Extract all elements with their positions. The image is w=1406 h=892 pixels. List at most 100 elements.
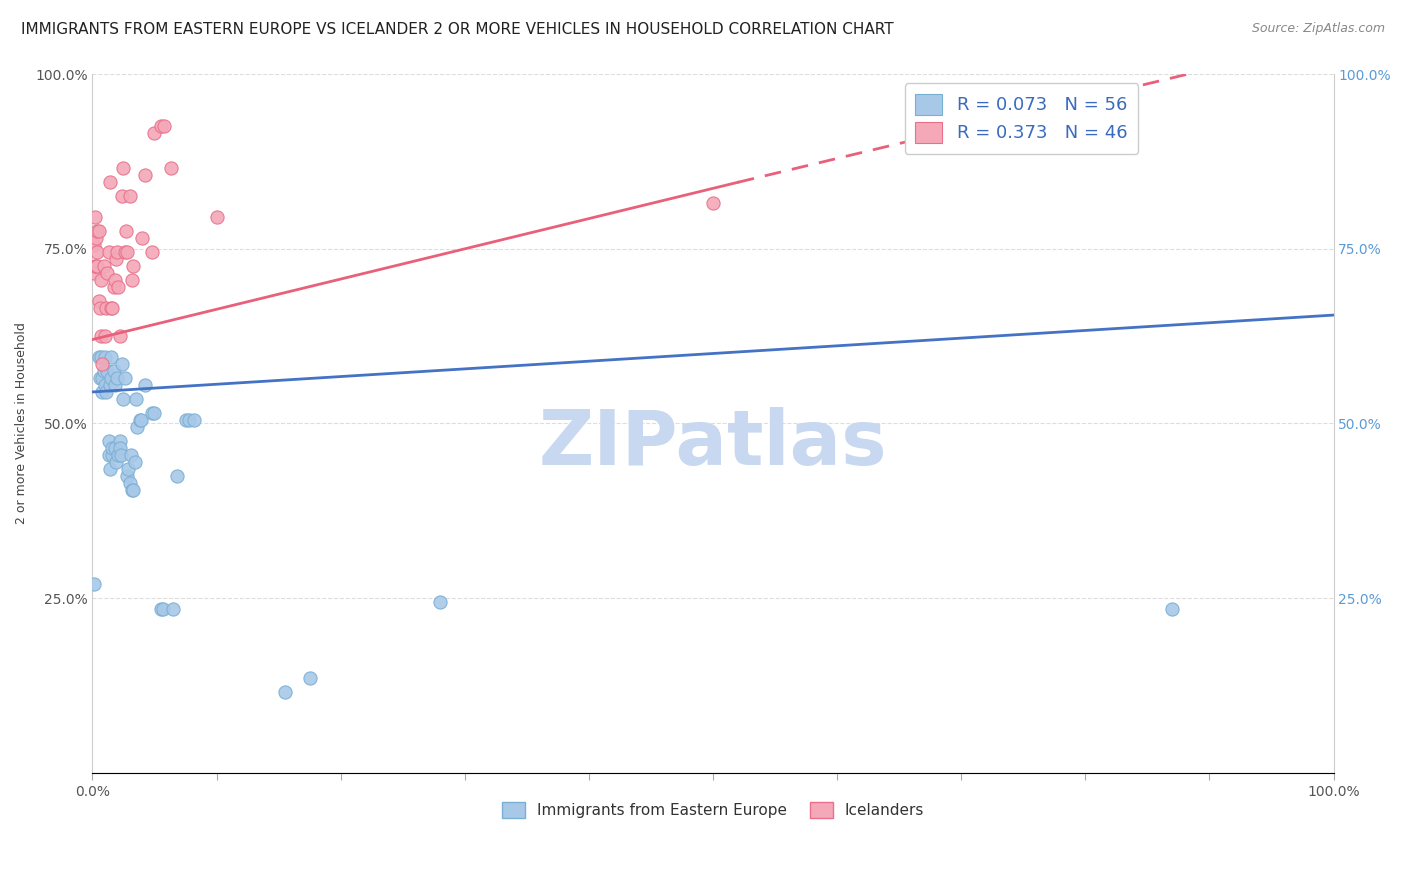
Point [90, 329, 112, 343]
Point [108, 329, 131, 343]
Point [108, 434, 131, 448]
Point [129, 413, 152, 427]
Point [104, 441, 127, 455]
Point [94, 384, 117, 399]
Point [134, 378, 156, 392]
Point [112, 392, 135, 406]
Point [166, 468, 188, 483]
Point [152, 601, 174, 615]
Point [93, 364, 115, 378]
Point [87, 350, 110, 364]
Point [114, 371, 136, 385]
Legend: Immigrants from Eastern Europe, Icelanders: Immigrants from Eastern Europe, Icelande… [495, 797, 931, 824]
Point [94, 329, 117, 343]
Point [98, 462, 121, 476]
Point [103, 364, 125, 378]
Point [101, 301, 124, 315]
Point [179, 413, 201, 427]
Point [111, 357, 134, 371]
Point [298, 672, 321, 686]
Point [274, 685, 297, 699]
Point [112, 161, 135, 176]
Point [153, 120, 176, 134]
Point [159, 161, 181, 176]
Point [110, 448, 132, 462]
Point [101, 441, 124, 455]
Point [84, 259, 107, 273]
Point [98, 378, 121, 392]
Point [98, 175, 121, 189]
Point [91, 384, 114, 399]
Point [91, 357, 114, 371]
Point [83, 266, 105, 280]
Point [120, 448, 142, 462]
Point [86, 259, 108, 273]
Point [149, 601, 172, 615]
Point [101, 448, 124, 462]
Point [1161, 601, 1184, 615]
Point [127, 420, 149, 434]
Text: IMMIGRANTS FROM EASTERN EUROPE VS ICELANDER 2 OR MORE VEHICLES IN HOUSEHOLD CORR: IMMIGRANTS FROM EASTERN EUROPE VS ICELAN… [21, 22, 894, 37]
Point [115, 224, 138, 238]
Point [107, 280, 129, 294]
Point [94, 350, 117, 364]
Point [84, 211, 107, 225]
Text: ZIPatlas: ZIPatlas [538, 408, 887, 482]
Point [174, 413, 197, 427]
Point [105, 371, 128, 385]
Point [104, 273, 127, 287]
Point [89, 301, 111, 315]
Point [111, 189, 134, 203]
Point [104, 378, 127, 392]
Point [100, 371, 122, 385]
Point [91, 371, 114, 385]
Point [84, 259, 107, 273]
Point [141, 406, 163, 420]
Point [141, 245, 163, 260]
Point [86, 224, 108, 238]
Point [100, 350, 122, 364]
Point [114, 245, 136, 260]
Point [107, 448, 129, 462]
Point [105, 245, 128, 260]
Point [115, 468, 138, 483]
Point [162, 601, 184, 615]
Point [115, 245, 138, 260]
Point [103, 280, 125, 294]
Point [94, 378, 117, 392]
Point [128, 413, 150, 427]
Point [83, 238, 105, 252]
Point [121, 273, 143, 287]
Point [90, 273, 112, 287]
Point [96, 266, 118, 280]
Point [118, 475, 141, 490]
Point [122, 259, 145, 273]
Point [84, 231, 107, 245]
Point [143, 406, 166, 420]
Point [83, 577, 105, 591]
Point [100, 301, 122, 315]
Point [89, 371, 111, 385]
Point [97, 434, 120, 448]
Point [105, 455, 128, 469]
Point [702, 196, 724, 211]
Point [90, 350, 112, 364]
Text: Source: ZipAtlas.com: Source: ZipAtlas.com [1251, 22, 1385, 36]
Point [97, 245, 120, 260]
Point [131, 231, 153, 245]
Point [149, 120, 172, 134]
Point [125, 392, 148, 406]
Y-axis label: 2 or more Vehicles in Household: 2 or more Vehicles in Household [15, 322, 28, 524]
Point [96, 364, 118, 378]
Point [122, 483, 145, 497]
Point [105, 252, 128, 267]
Point [87, 224, 110, 238]
Point [94, 301, 117, 315]
Point [117, 462, 139, 476]
Point [121, 483, 143, 497]
Point [134, 169, 156, 183]
Point [108, 441, 131, 455]
Point [93, 259, 115, 273]
Point [205, 211, 228, 225]
Point [143, 127, 166, 141]
